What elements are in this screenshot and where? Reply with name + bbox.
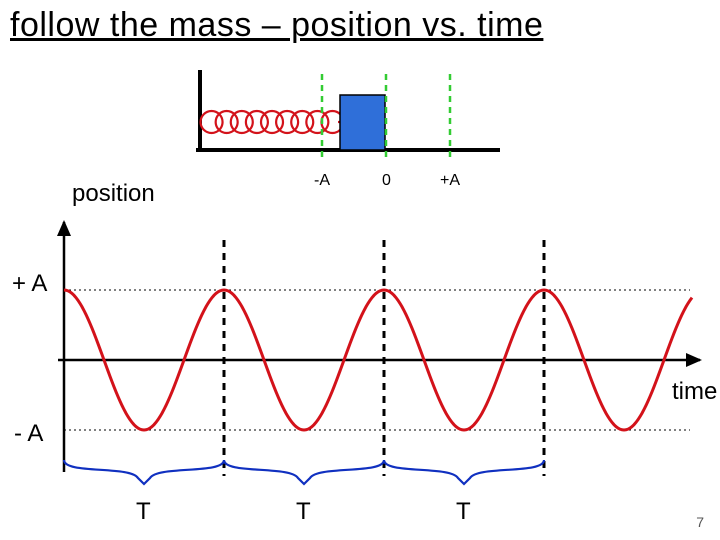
- page-number: 7: [696, 514, 704, 530]
- time-axis-label: time: [672, 378, 717, 406]
- diagram-svg: [0, 0, 720, 540]
- tick-label-pos-a: +A: [440, 172, 460, 190]
- period-label-3: T: [456, 498, 471, 526]
- period-label-1: T: [136, 498, 151, 526]
- minus-a-label: - A: [14, 420, 43, 448]
- position-axis-label: position: [72, 180, 155, 208]
- plus-a-label: + A: [12, 270, 47, 298]
- tick-label-zero: 0: [382, 172, 391, 190]
- tick-label-neg-a: -A: [314, 172, 330, 190]
- period-label-2: T: [296, 498, 311, 526]
